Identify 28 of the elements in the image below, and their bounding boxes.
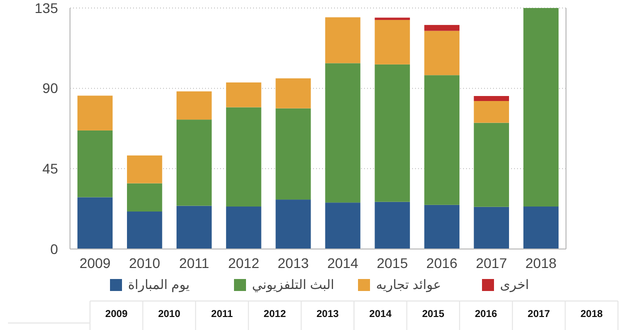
y-tick-label: 135 [34,0,58,16]
legend-label: يوم المباراة [128,277,190,293]
category-label: 2013 [316,309,339,320]
y-tick-label: 90 [42,80,58,96]
x-tick-label: 2013 [278,255,310,271]
y-tick-label: 0 [50,240,58,257]
x-tick-label: 2017 [476,255,508,271]
legend-label: اخرى [500,277,529,293]
x-tick-label: 2015 [376,255,408,271]
x-tick-label: 2010 [128,255,160,271]
category-label: 2009 [105,309,128,320]
category-label: 2012 [264,309,286,320]
x-tick-label: 2016 [426,255,458,271]
category-label: 2010 [158,309,180,320]
category-label: 2017 [528,309,550,320]
x-tick-label: 2014 [327,255,359,271]
legend-label: عوائد تجاريه [376,277,441,293]
y-tick-label: 45 [42,160,58,177]
category-label: 2011 [211,309,233,320]
category-label: 2016 [474,309,498,320]
x-tick-label: 2012 [228,255,260,271]
category-label: 2015 [422,309,444,320]
category-label: 2018 [580,309,603,320]
x-tick-label: 2018 [525,255,557,271]
legend-label: البث التلفزيوني [252,277,334,293]
x-tick-label: 2009 [79,255,111,271]
x-tick-label: 2011 [179,255,210,271]
category-label: 2014 [369,309,392,320]
